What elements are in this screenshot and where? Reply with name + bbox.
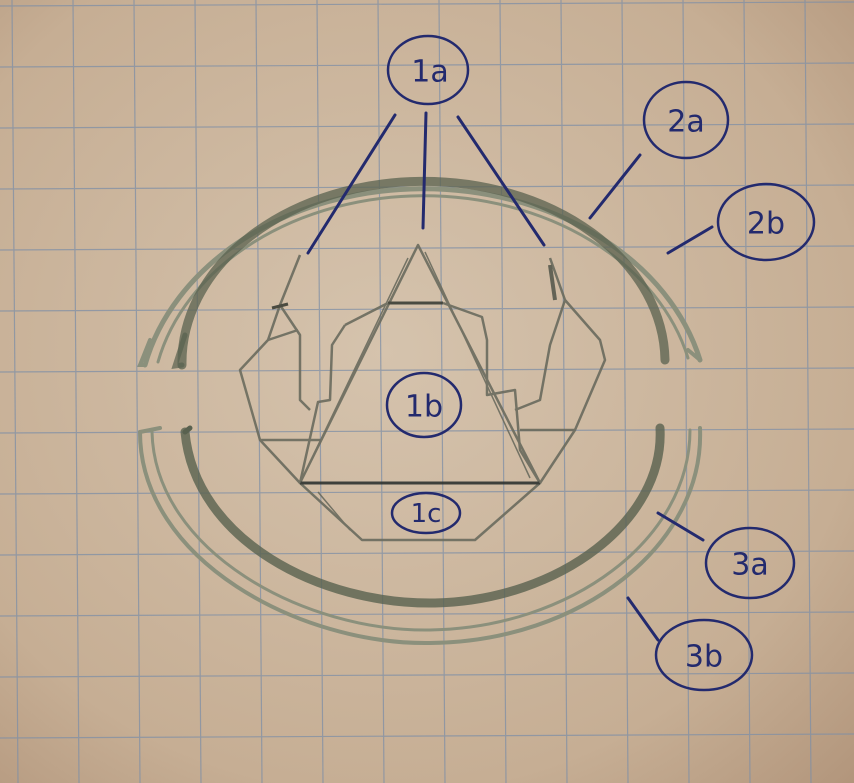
leader-3b [626, 596, 660, 642]
outer-ring-bottom [138, 426, 703, 646]
leader-1a-left [306, 113, 397, 255]
grid-line-vertical [804, 0, 812, 783]
grid-line-vertical [560, 0, 568, 783]
grid-line-vertical [743, 0, 751, 783]
leader-3a [656, 511, 705, 542]
callout-label-1c: 1c [411, 499, 442, 529]
callout-circles [385, 34, 816, 692]
grid-line-vertical [377, 0, 385, 783]
grid-line-horizontal [0, 245, 854, 251]
callout-circle-1a [386, 34, 470, 106]
callout-label-1a: 1a [411, 55, 448, 90]
grid-line-horizontal [0, 733, 854, 739]
grid-line-vertical [255, 0, 263, 783]
grid-line-vertical [316, 0, 324, 783]
grid-line-vertical [72, 0, 80, 783]
grid-line-horizontal [0, 62, 854, 68]
callout-label-1b: 1b [405, 390, 443, 425]
callout-circle-3a [704, 526, 796, 600]
central-emblem [238, 243, 607, 542]
grid-line-vertical [682, 0, 690, 783]
inner-ring-top [171, 176, 670, 370]
leader-2b [666, 225, 714, 255]
grid-line-horizontal [0, 1, 854, 7]
grid-line-vertical [133, 0, 141, 783]
inner-ring-bottom [180, 423, 665, 608]
grid-line-horizontal [0, 672, 854, 678]
callout-circle-1c [390, 491, 462, 535]
leader-2a [588, 153, 642, 220]
grid-line-horizontal [0, 611, 854, 617]
grid-line-horizontal [0, 306, 854, 312]
grid-line-vertical [11, 0, 19, 783]
grid-line-vertical [621, 0, 629, 783]
grid-line-horizontal [0, 367, 854, 373]
grid-line-vertical [438, 0, 446, 783]
callout-circle-1b [385, 371, 463, 439]
leader-lines [306, 111, 714, 642]
callout-label-3b: 3b [685, 640, 723, 675]
leader-1a-center [421, 111, 428, 230]
callout-labels: 1a 1b 1c 2a 2b 3a 3b [405, 55, 785, 675]
callout-label-2a: 2a [667, 105, 704, 140]
leader-1a-right [456, 115, 546, 247]
callout-circle-3b [654, 618, 754, 692]
callout-circle-2a [642, 80, 730, 160]
callout-circle-2b [716, 182, 816, 262]
grid-line-horizontal [0, 550, 854, 556]
callout-label-3a: 3a [731, 548, 768, 583]
callout-label-2b: 2b [747, 207, 785, 242]
grid-line-vertical [194, 0, 202, 783]
